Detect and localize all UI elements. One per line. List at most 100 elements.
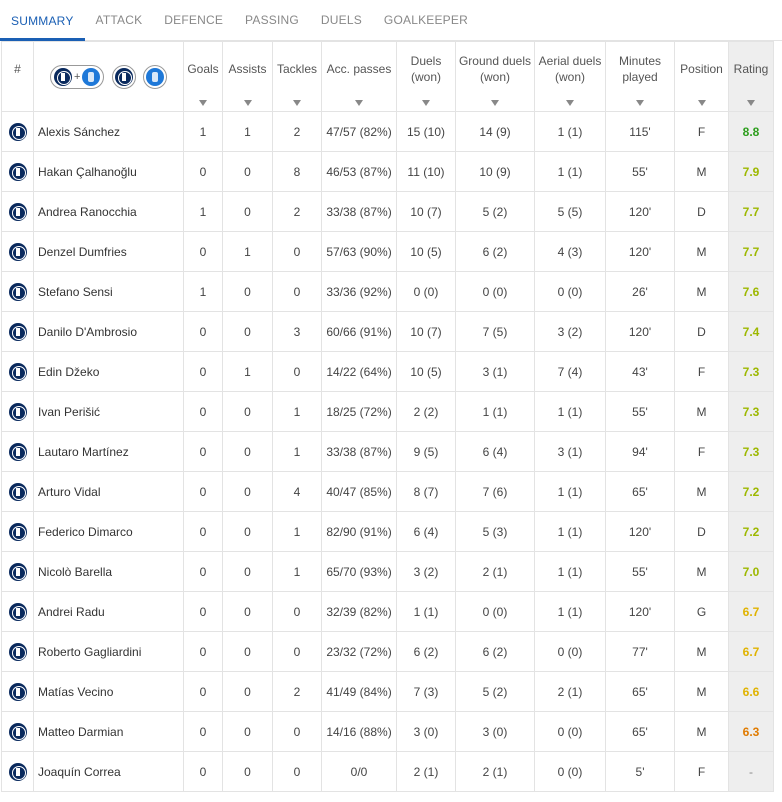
sort-arrow-icon — [747, 100, 755, 106]
aerial-duels-cell: 0 (0) — [534, 271, 606, 312]
table-row[interactable]: Stefano Sensi 1 0 0 33/36 (92%) 0 (0) 0 (0) 0 (… — [1, 271, 774, 312]
tab-attack[interactable]: ATTACK — [95, 13, 143, 27]
ground-duels-cell: 3 (1) — [455, 351, 535, 392]
table-row[interactable]: Andrea Ranocchia 1 0 2 33/38 (87%) 10 (7) 5 (2… — [1, 191, 774, 232]
player-name[interactable]: Federico Dimarco — [33, 511, 184, 552]
player-name[interactable]: Roberto Gagliardini — [33, 631, 184, 672]
tackles-cell: 1 — [272, 431, 322, 472]
assists-cell: 0 — [222, 511, 273, 552]
team-cell — [1, 351, 34, 392]
minutes-cell: 43' — [605, 351, 675, 392]
player-name[interactable]: Arturo Vidal — [33, 471, 184, 512]
player-name[interactable]: Nicolò Barella — [33, 551, 184, 592]
tackles-cell: 0 — [272, 751, 322, 792]
tab-goalkeeper[interactable]: GOALKEEPER — [383, 13, 468, 27]
table-row[interactable]: Arturo Vidal 0 0 4 40/47 (85%) 8 (7) 7 (6) 1 (1… — [1, 471, 774, 512]
column-header-position[interactable]: Position — [674, 41, 729, 112]
both-teams-filter-button[interactable]: + — [49, 64, 105, 89]
table-row[interactable]: Hakan Çalhanoğlu 0 0 8 46/53 (87%) 11 (10) 10 … — [1, 151, 774, 192]
sort-arrow-icon — [566, 100, 574, 106]
minutes-cell: 55' — [605, 391, 675, 432]
column-header-minutes[interactable]: Minutes played — [605, 41, 675, 112]
inter-logo-icon — [8, 602, 27, 621]
ground-duels-cell: 5 (3) — [455, 511, 535, 552]
table-row[interactable]: Andrei Radu 0 0 0 32/39 (82%) 1 (1) 0 (0) 1 (1)… — [1, 591, 774, 632]
player-name[interactable]: Stefano Sensi — [33, 271, 184, 312]
column-header-tackles[interactable]: Tackles — [272, 41, 322, 112]
tab-defence[interactable]: DEFENCE — [164, 13, 224, 27]
tab-duels[interactable]: DUELS — [320, 13, 362, 27]
acc-passes-cell: 33/38 (87%) — [321, 191, 397, 232]
table-row[interactable]: Matteo Darmian 0 0 0 14/16 (88%) 3 (0) 3 (0) 0 … — [1, 711, 774, 752]
table-row[interactable]: Matías Vecino 0 0 2 41/49 (84%) 7 (3) 5 (2) 2 (… — [1, 671, 774, 712]
player-name[interactable]: Matteo Darmian — [33, 711, 184, 752]
tab-summary[interactable]: SUMMARY — [0, 0, 85, 41]
player-name[interactable]: Matías Vecino — [33, 671, 184, 712]
player-name[interactable]: Joaquín Correa — [33, 751, 184, 792]
table-row[interactable]: Ivan Perišić 0 0 1 18/25 (72%) 2 (2) 1 (1) 1 (1… — [1, 391, 774, 432]
column-header-assists[interactable]: Assists — [222, 41, 273, 112]
table-row[interactable]: Danilo D'Ambrosio 0 0 3 60/66 (91%) 10 (7) 7 (… — [1, 311, 774, 352]
inter-logo-icon — [8, 122, 27, 141]
assists-cell: 1 — [222, 231, 273, 272]
minutes-cell: 55' — [605, 551, 675, 592]
position-cell: M — [674, 391, 729, 432]
aerial-duels-cell: 4 (3) — [534, 231, 606, 272]
player-name[interactable]: Andrei Radu — [33, 591, 184, 632]
tackles-cell: 3 — [272, 311, 322, 352]
table-row[interactable]: Alexis Sánchez 1 1 2 47/57 (82%) 15 (10) 14 (9… — [1, 111, 774, 152]
empoli-filter-button[interactable] — [143, 64, 168, 89]
team-cell — [1, 511, 34, 552]
aerial-duels-cell: 1 (1) — [534, 391, 606, 432]
acc-passes-cell: 40/47 (85%) — [321, 471, 397, 512]
player-name[interactable]: Andrea Ranocchia — [33, 191, 184, 232]
aerial-duels-cell: 0 (0) — [534, 711, 606, 752]
table-row[interactable]: Federico Dimarco 0 0 1 82/90 (91%) 6 (4) 5 (3)… — [1, 511, 774, 552]
player-name[interactable]: Lautaro Martínez — [33, 431, 184, 472]
table-row[interactable]: Denzel Dumfries 0 1 0 57/63 (90%) 10 (5) 6 (2)… — [1, 231, 774, 272]
inter-logo-icon — [53, 67, 72, 86]
assists-cell: 0 — [222, 591, 273, 632]
inter-logo-icon — [114, 67, 133, 86]
empoli-logo-icon — [146, 67, 165, 86]
rating-cell: 7.3 — [728, 351, 774, 392]
player-name[interactable]: Edin Džeko — [33, 351, 184, 392]
column-header-aerial-duels[interactable]: Aerial duels (won) — [534, 41, 606, 112]
goals-cell: 0 — [183, 511, 223, 552]
column-header-ground-duels[interactable]: Ground duels (won) — [455, 41, 535, 112]
duels-cell: 6 (2) — [396, 631, 456, 672]
player-name[interactable]: Alexis Sánchez — [33, 111, 184, 152]
team-cell — [1, 751, 34, 792]
column-label-goals: Goals — [187, 61, 219, 76]
duels-cell: 10 (5) — [396, 351, 456, 392]
team-cell — [1, 631, 34, 672]
goals-cell: 0 — [183, 231, 223, 272]
player-name[interactable]: Danilo D'Ambrosio — [33, 311, 184, 352]
aerial-duels-cell: 0 (0) — [534, 751, 606, 792]
aerial-duels-cell: 5 (5) — [534, 191, 606, 232]
column-header-goals[interactable]: Goals — [183, 41, 223, 112]
goals-cell: 0 — [183, 591, 223, 632]
column-header-rating[interactable]: Rating — [728, 41, 774, 112]
tab-passing[interactable]: PASSING — [245, 13, 299, 27]
table-row[interactable]: Roberto Gagliardini 0 0 0 23/32 (72%) 6 (2) 6 … — [1, 631, 774, 672]
player-name[interactable]: Denzel Dumfries — [33, 231, 184, 272]
column-header-acc-passes[interactable]: Acc. passes — [321, 41, 397, 112]
ground-duels-cell: 0 (0) — [455, 591, 535, 632]
goals-cell: 0 — [183, 151, 223, 192]
table-row[interactable]: Nicolò Barella 0 0 1 65/70 (93%) 3 (2) 2 (1) 1 … — [1, 551, 774, 592]
ground-duels-cell: 3 (0) — [455, 711, 535, 752]
player-name[interactable]: Ivan Perišić — [33, 391, 184, 432]
inter-filter-button[interactable] — [111, 64, 136, 89]
table-row[interactable]: Edin Džeko 0 1 0 14/22 (64%) 10 (5) 3 (1) 7 (4)… — [1, 351, 774, 392]
acc-passes-cell: 82/90 (91%) — [321, 511, 397, 552]
player-name[interactable]: Hakan Çalhanoğlu — [33, 151, 184, 192]
assists-cell: 0 — [222, 271, 273, 312]
acc-passes-cell: 47/57 (82%) — [321, 111, 397, 152]
column-header-duels[interactable]: Duels (won) — [396, 41, 456, 112]
ground-duels-cell: 1 (1) — [455, 391, 535, 432]
duels-cell: 11 (10) — [396, 151, 456, 192]
table-row[interactable]: Lautaro Martínez 0 0 1 33/38 (87%) 9 (5) 6 (4)… — [1, 431, 774, 472]
minutes-cell: 120' — [605, 511, 675, 552]
table-row[interactable]: Joaquín Correa 0 0 0 0/0 2 (1) 2 (1) 0 (0) 5' F - — [1, 751, 774, 792]
